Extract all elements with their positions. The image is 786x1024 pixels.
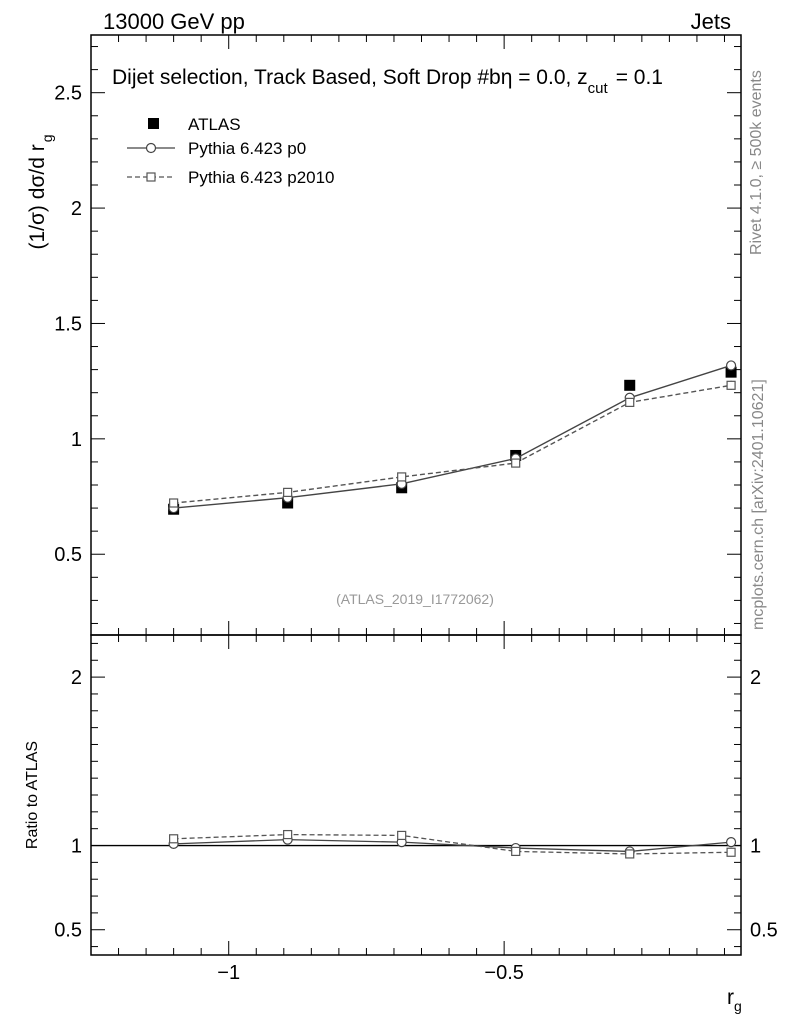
legend-p2010-label: Pythia 6.423 p2010 <box>188 168 335 187</box>
atlas-point <box>624 379 636 391</box>
mcplots-side-label: mcplots.cern.ch [arXiv:2401.10621] <box>750 379 767 630</box>
energy-label: 13000 GeV pp <box>103 9 245 34</box>
main-ytick-label: 2 <box>71 198 82 220</box>
rivet-side-label: Rivet 4.1.0, ≥ 500k events <box>748 70 765 255</box>
ratio-ytick-label-left: 0.5 <box>54 920 82 942</box>
ratio-p2010-point <box>397 830 407 841</box>
p2010-point <box>511 458 521 468</box>
ratio-p2010-point <box>169 834 179 844</box>
atlas-point <box>282 497 294 509</box>
p2010-point <box>625 397 635 407</box>
main-ylabel: (1/σ) dσ/d r g <box>26 134 55 249</box>
p0-point <box>725 360 737 371</box>
p2010-point <box>169 498 179 508</box>
ratio-line-1 <box>173 833 732 855</box>
ratio-p2010-point <box>511 846 521 857</box>
rivet-side-text: Rivet 4.1.0, ≥ 500k events <box>748 70 765 255</box>
legend: ATLAS Pythia 6.423 p0 Pythia 6.423 p2010 <box>127 115 335 187</box>
main-title-sub: cut <box>588 80 609 97</box>
x-axis-label: rg <box>727 986 742 1014</box>
ratio-panel-frame <box>90 634 742 956</box>
p2010-point <box>726 380 736 390</box>
ratio-p2010-point <box>625 849 635 859</box>
ratio-ytick-label-right: 1 <box>750 836 761 858</box>
main-ytick-label: 0.5 <box>54 544 82 566</box>
main-ytick-label: 1 <box>71 429 82 451</box>
ratio-series <box>168 829 737 859</box>
main-ylabel-sub: g <box>39 134 55 142</box>
main-title-end: = 0.1 <box>616 66 663 89</box>
group-label: Jets <box>691 9 731 34</box>
ratio-p0-point <box>725 837 737 848</box>
x-axis-label-sub: g <box>734 998 742 1014</box>
legend-p0-marker <box>145 142 157 154</box>
mcplots-side-text: mcplots.cern.ch [arXiv:2401.10621] <box>750 379 767 630</box>
ratio-ylabel-text: Ratio to ATLAS <box>24 741 41 849</box>
ratio-line-0 <box>173 838 732 853</box>
main-ytick-label: 1.5 <box>54 313 82 335</box>
ratio-ytick-label-left: 2 <box>71 667 82 689</box>
legend-p2010-marker <box>146 172 156 182</box>
main-ylabel-text: (1/σ) dσ/d r <box>26 144 49 249</box>
ratio-ytick-label-right: 0.5 <box>750 920 778 942</box>
main-title-suffix: η = 0.0, z <box>501 66 588 89</box>
p2010-point <box>397 472 407 482</box>
legend-atlas-marker <box>148 118 159 129</box>
atlas-point <box>725 366 737 378</box>
main-series <box>168 360 737 515</box>
main-title-text: Dijet selection, Track Based, Soft Drop … <box>112 66 501 89</box>
analysis-watermark: (ATLAS_2019_I1772062) <box>336 591 494 607</box>
ratio-p2010-point <box>283 829 293 840</box>
ratio-p2010-point <box>726 847 736 857</box>
x-axis-label-text: r <box>727 986 734 1009</box>
main-axes: 0.5 1 1.5 2 2.5 <box>54 35 741 635</box>
svg-text:(1/σ) dσ/d rg: (1/σ) dσ/d r g <box>26 134 55 249</box>
legend-p0-label: Pythia 6.423 p0 <box>188 139 306 158</box>
ratio-xtick-label: −1 <box>217 962 240 984</box>
series-line-1 <box>173 364 732 509</box>
legend-atlas-label: ATLAS <box>188 115 241 134</box>
p2010-point <box>283 487 293 497</box>
ratio-axes: −1 −0.5 0.5 0.5 1 1 2 2 <box>54 635 778 984</box>
series-line-2 <box>173 384 732 504</box>
main-ytick-label: 2.5 <box>54 83 82 105</box>
main-title: Dijet selection, Track Based, Soft Drop … <box>112 66 663 97</box>
ratio-xtick-label: −0.5 <box>484 962 523 984</box>
ratio-ytick-label-right: 2 <box>750 667 761 689</box>
ratio-ylabel: Ratio to ATLAS <box>24 741 41 849</box>
ratio-ytick-label-left: 1 <box>71 836 82 858</box>
